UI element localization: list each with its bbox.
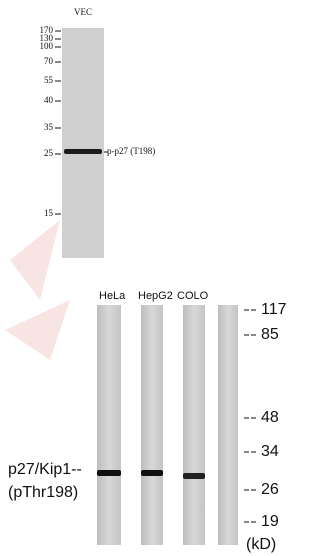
lane-label: HepG2 [138,290,173,302]
band [97,470,121,476]
lane-label: VEC [74,7,92,17]
marker-label: 25 [44,148,54,158]
lane [97,305,121,545]
top-blot-panel [62,28,104,258]
marker-label: 26 [261,481,279,498]
lane-label: HeLa [99,290,126,302]
watermark [5,220,70,360]
marker-label: 70 [44,56,54,66]
marker-label: 85 [261,326,279,343]
unit-label: (kD) [246,536,276,553]
marker-label: 48 [261,409,279,426]
marker-label: 19 [261,513,279,530]
band [141,470,163,476]
lane [183,305,205,545]
marker-label: 35 [44,122,54,132]
blot-figure: VEC p-p27 (T198) p27/Kip1-- (pThr198) (k… [0,0,293,556]
marker-label: 40 [44,95,54,105]
marker-label: 100 [40,41,54,51]
target-label: p27/Kip1-- [8,461,82,478]
lane [218,305,238,545]
lane [141,305,163,545]
band-label: p-p27 (T198) [107,146,155,156]
marker-label: 55 [44,75,54,85]
target-label: (pThr198) [8,484,78,501]
top-band [64,149,102,154]
band [183,473,205,479]
marker-label: 34 [261,443,279,460]
marker-label: 15 [44,208,54,218]
lane-label: COLO [177,290,209,302]
marker-label: 117 [261,301,287,318]
